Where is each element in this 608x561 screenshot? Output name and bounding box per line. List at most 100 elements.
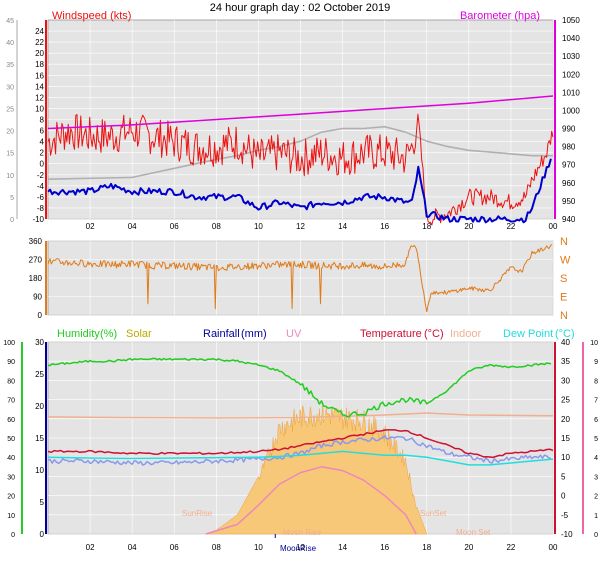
wind-tick: -2: [37, 171, 45, 180]
legend-dew-point: Dew Point: [503, 328, 553, 340]
uv-tick: 3: [594, 474, 598, 481]
wind-tick: 24: [35, 27, 44, 36]
wind-outer-tick: 30: [6, 84, 14, 91]
compass-label: S: [560, 273, 567, 285]
p3-x-tick: 10: [254, 543, 263, 552]
direction-tick: 180: [29, 274, 43, 283]
temp-tick: 30: [561, 376, 570, 385]
wind-tick: 0: [40, 160, 45, 169]
p1-x-tick: 20: [464, 222, 473, 231]
uv-tick: 1: [594, 513, 598, 520]
temp-tick: 15: [561, 434, 570, 443]
legend-indoor: Indoor: [450, 328, 482, 340]
legend-rainfall: Rainfall: [203, 328, 240, 340]
p3-x-tick: 20: [464, 543, 473, 552]
wind-tick: 8: [40, 116, 45, 125]
wind-tick: 16: [35, 71, 44, 80]
barometer-label: Barometer (hpa): [460, 10, 540, 22]
moonrise-faint-label: Moon Rise: [283, 528, 322, 537]
wind-tick: 14: [35, 82, 44, 91]
wind-tick: -4: [37, 182, 45, 191]
baro-tick: 1000: [562, 106, 580, 115]
compass-label: E: [560, 292, 567, 304]
wind-tick: 4: [40, 138, 45, 147]
baro-tick: 980: [562, 143, 576, 152]
legend-humidity-unit: (%): [100, 328, 117, 340]
p3-x-tick: 18: [422, 543, 431, 552]
baro-tick: 950: [562, 197, 576, 206]
temp-tick: 0: [561, 492, 566, 501]
humidity-tick: 70: [7, 398, 15, 405]
uv-tick: 0: [594, 532, 598, 539]
moonset-label: Moon Set: [456, 528, 491, 537]
humidity-tick: 60: [7, 417, 15, 424]
legend-temperature-unit: (°C): [424, 328, 444, 340]
humidity-tick: 80: [7, 378, 15, 385]
baro-tick: 1020: [562, 70, 580, 79]
chart-title: 24 hour graph day : 02 October 2019: [210, 2, 390, 14]
uv-tick: 7: [594, 398, 598, 405]
wind-tick: -8: [37, 204, 45, 213]
moonrise-label: MoonRise: [280, 544, 317, 553]
uv-tick: 10: [590, 340, 598, 347]
uv-tick: 6: [594, 417, 598, 424]
humidity-tick: 40: [7, 455, 15, 462]
legend-solar: Solar: [126, 328, 152, 340]
apparent-line: [47, 435, 551, 466]
humidity-tick: 20: [7, 494, 15, 501]
wind-tick: 18: [35, 60, 44, 69]
wind-outer-tick: 10: [6, 173, 14, 180]
baro-tick: 1030: [562, 52, 580, 61]
p1-x-tick: 12: [296, 222, 305, 231]
humidity-line: [47, 357, 552, 418]
temp-tick: -10: [561, 530, 573, 539]
baro-tick: 970: [562, 161, 576, 170]
uv-tick: 9: [594, 359, 598, 366]
uv-tick: 8: [594, 378, 598, 385]
p3-x-tick: 06: [170, 543, 179, 552]
temp-tick: -5: [561, 511, 569, 520]
p1-x-tick: 10: [254, 222, 263, 231]
sunset-label: SunSet: [420, 509, 447, 518]
temp-tick: 40: [561, 338, 570, 347]
temperature-line: [47, 429, 554, 459]
wind-tick: 22: [35, 38, 44, 47]
legend-humidity: Humidity: [57, 328, 100, 340]
baro-tick: 960: [562, 179, 576, 188]
legend-rainfall-unit: (mm): [241, 328, 267, 340]
p3-x-tick: 02: [86, 543, 95, 552]
baro-tick: 1040: [562, 34, 580, 43]
humidity-tick: 10: [7, 513, 15, 520]
indoor-line: [47, 412, 554, 419]
p1-x-tick: 16: [380, 222, 389, 231]
compass-label: N: [560, 310, 568, 322]
rain-tick: 0: [40, 530, 45, 539]
p3-x-tick: 08: [212, 543, 221, 552]
p1-x-tick: 04: [128, 222, 137, 231]
wind-tick: 12: [35, 93, 44, 102]
legend-dew-point-unit: (°C): [555, 328, 575, 340]
rain-tick: 30: [35, 338, 44, 347]
p1-x-tick: 08: [212, 222, 221, 231]
uv-tick: 2: [594, 494, 598, 501]
uv-line: [205, 466, 417, 535]
wind-outer-tick: 40: [6, 40, 14, 47]
wind-outer-tick: 35: [6, 62, 14, 69]
wind-tick: 2: [40, 149, 45, 158]
rain-tick: 20: [35, 402, 44, 411]
p3-x-tick: 14: [338, 543, 347, 552]
rain-tick: 5: [40, 498, 45, 507]
legend-temperature: Temperature: [360, 328, 422, 340]
uv-tick: 5: [594, 436, 598, 443]
wind-outer-tick: 45: [6, 18, 14, 25]
wind-tick: 20: [35, 49, 44, 58]
direction-line: [47, 244, 552, 313]
humidity-tick: 50: [7, 436, 15, 443]
compass-label: W: [560, 255, 571, 267]
p1-x-tick: 14: [338, 222, 347, 231]
wind-tick: -6: [37, 193, 45, 202]
wind-outer-tick: 25: [6, 106, 14, 113]
p1-x-tick: 02: [86, 222, 95, 231]
baro-tick: 990: [562, 125, 576, 134]
